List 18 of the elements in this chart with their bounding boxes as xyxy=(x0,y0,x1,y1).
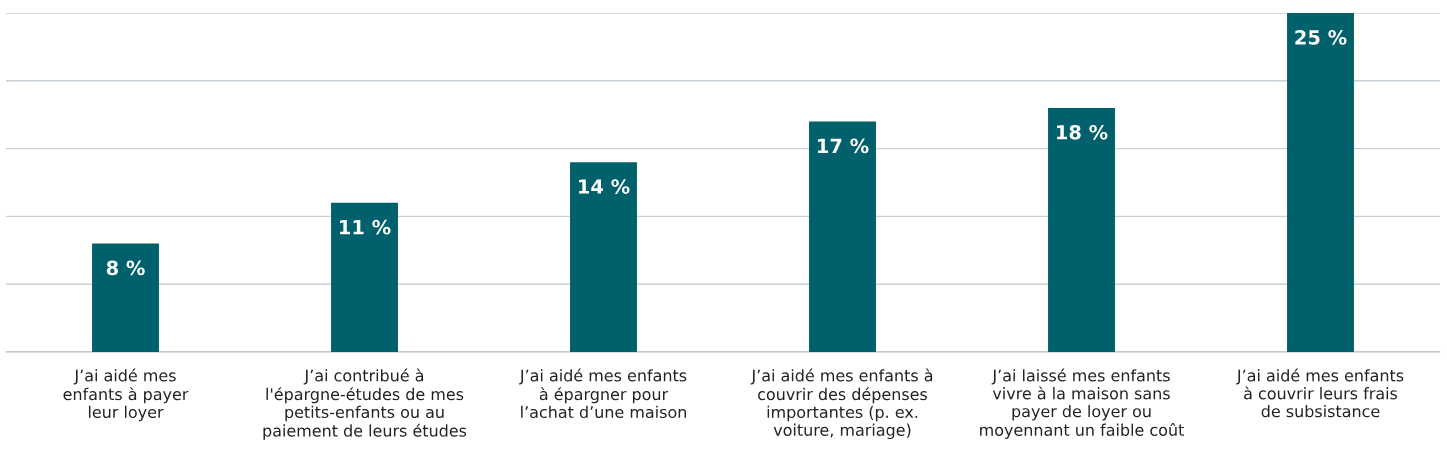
data-label: 25 % xyxy=(1295,30,1347,45)
bar xyxy=(92,243,159,352)
bar xyxy=(1048,107,1115,352)
x-tick-label: J’ai aidé mes enfants à couvrir des dépenses importantes (p. ex. voiture, mariage) xyxy=(750,368,933,440)
x-tick-label: J’ai aidé mes enfants à épargner pour l’achat d’une maison xyxy=(519,368,687,419)
bar xyxy=(331,202,398,352)
bar xyxy=(1287,13,1354,352)
x-tick-label: J’ai laissé mes enfants vivre à la maison sans payer de loyer ou moyennant un faible coût xyxy=(980,368,1184,440)
bar xyxy=(809,121,876,352)
data-label: 11 % xyxy=(340,219,391,235)
data-label: 17 % xyxy=(818,138,869,154)
x-tick-label: J’ai aidé mes enfants à couvrir leurs frais de subsistance xyxy=(1236,368,1404,418)
x-tick-label: J’ai contribué à l'épargne-études de mes petits-enfants ou au paiement de leurs études xyxy=(263,368,467,440)
bar xyxy=(570,162,637,352)
x-tick-label: J’ai aidé mes enfants à payer leur loyer xyxy=(63,368,189,422)
data-label: 14 % xyxy=(579,179,630,194)
data-label: 8 % xyxy=(106,260,145,276)
data-label: 18 % xyxy=(1057,124,1108,140)
